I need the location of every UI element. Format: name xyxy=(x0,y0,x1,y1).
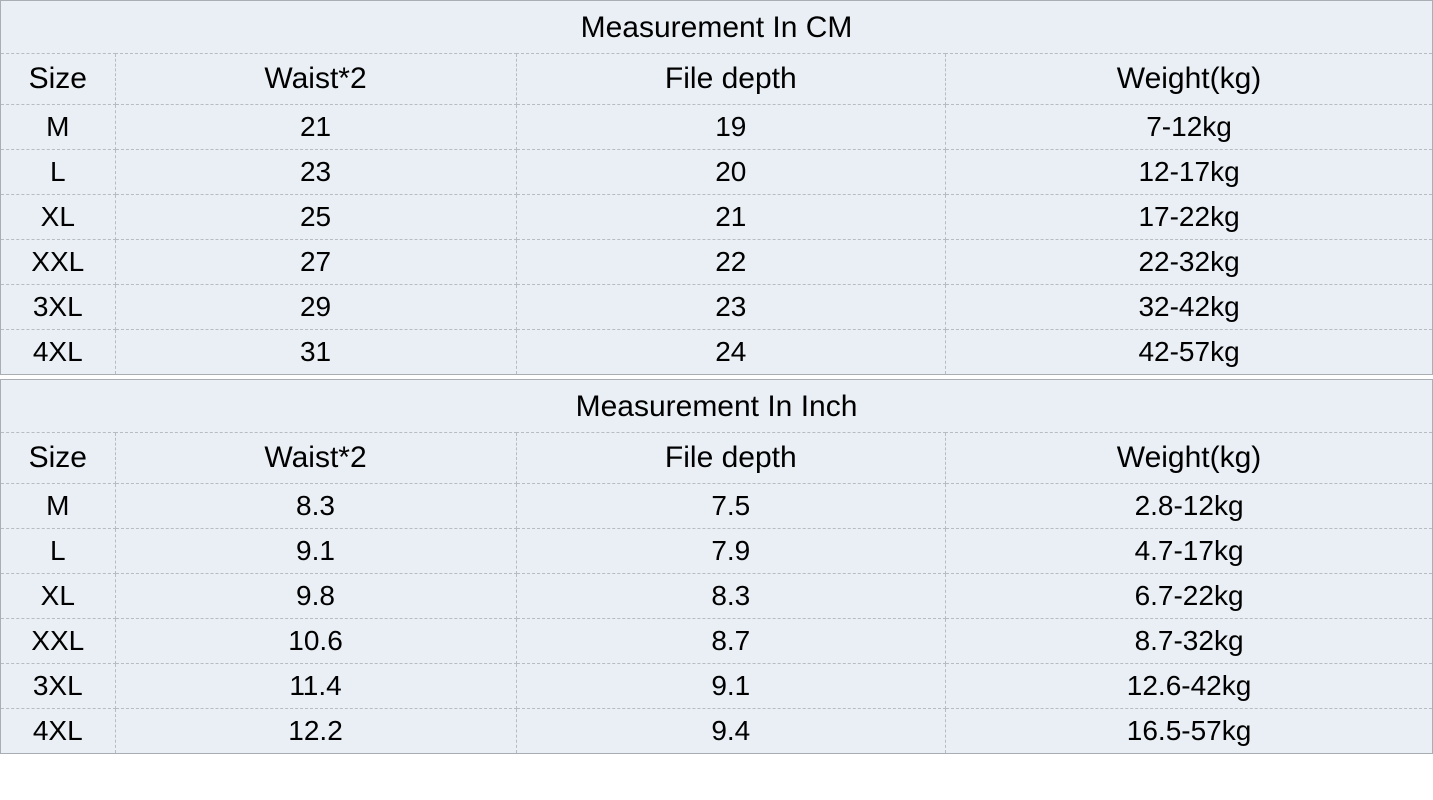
cell-depth: 23 xyxy=(516,285,946,330)
cell-depth: 7.9 xyxy=(516,529,946,574)
cell-size: 3XL xyxy=(1,285,116,330)
cell-waist: 25 xyxy=(115,195,516,240)
table-row: 4XL 31 24 42-57kg xyxy=(1,330,1433,375)
table-row: L 9.1 7.9 4.7-17kg xyxy=(1,529,1433,574)
measurement-table-inch: Measurement In Inch Size Waist*2 File de… xyxy=(0,379,1433,754)
cell-waist: 10.6 xyxy=(115,619,516,664)
cell-weight: 12.6-42kg xyxy=(946,664,1433,709)
table-row: 4XL 12.2 9.4 16.5-57kg xyxy=(1,709,1433,754)
cell-waist: 8.3 xyxy=(115,484,516,529)
cell-weight: 22-32kg xyxy=(946,240,1433,285)
cell-waist: 27 xyxy=(115,240,516,285)
cell-depth: 22 xyxy=(516,240,946,285)
table-row: XXL 10.6 8.7 8.7-32kg xyxy=(1,619,1433,664)
table-header-row: Size Waist*2 File depth Weight(kg) xyxy=(1,54,1433,105)
col-header-size: Size xyxy=(1,54,116,105)
col-header-weight: Weight(kg) xyxy=(946,54,1433,105)
cell-depth: 8.3 xyxy=(516,574,946,619)
cell-size: 4XL xyxy=(1,330,116,375)
cell-weight: 17-22kg xyxy=(946,195,1433,240)
cell-weight: 2.8-12kg xyxy=(946,484,1433,529)
cell-size: M xyxy=(1,484,116,529)
cell-weight: 42-57kg xyxy=(946,330,1433,375)
cell-waist: 29 xyxy=(115,285,516,330)
size-chart-container: Measurement In CM Size Waist*2 File dept… xyxy=(0,0,1433,754)
cell-depth: 19 xyxy=(516,105,946,150)
table-row: M 8.3 7.5 2.8-12kg xyxy=(1,484,1433,529)
table-row: 3XL 29 23 32-42kg xyxy=(1,285,1433,330)
cell-waist: 9.1 xyxy=(115,529,516,574)
col-header-weight: Weight(kg) xyxy=(946,433,1433,484)
cell-size: XXL xyxy=(1,240,116,285)
cell-depth: 7.5 xyxy=(516,484,946,529)
cell-depth: 20 xyxy=(516,150,946,195)
col-header-depth: File depth xyxy=(516,433,946,484)
table-title: Measurement In CM xyxy=(1,1,1433,54)
table-row: 3XL 11.4 9.1 12.6-42kg xyxy=(1,664,1433,709)
col-header-waist: Waist*2 xyxy=(115,54,516,105)
cell-size: XL xyxy=(1,574,116,619)
cell-depth: 9.1 xyxy=(516,664,946,709)
cell-depth: 8.7 xyxy=(516,619,946,664)
table-row: XXL 27 22 22-32kg xyxy=(1,240,1433,285)
table-row: L 23 20 12-17kg xyxy=(1,150,1433,195)
cell-waist: 23 xyxy=(115,150,516,195)
col-header-waist: Waist*2 xyxy=(115,433,516,484)
cell-size: M xyxy=(1,105,116,150)
table-title-row: Measurement In CM xyxy=(1,1,1433,54)
cell-size: 3XL xyxy=(1,664,116,709)
cell-weight: 7-12kg xyxy=(946,105,1433,150)
cell-waist: 21 xyxy=(115,105,516,150)
cell-depth: 24 xyxy=(516,330,946,375)
cell-size: XL xyxy=(1,195,116,240)
cell-weight: 6.7-22kg xyxy=(946,574,1433,619)
cell-depth: 21 xyxy=(516,195,946,240)
cell-waist: 9.8 xyxy=(115,574,516,619)
cell-size: XXL xyxy=(1,619,116,664)
table-title: Measurement In Inch xyxy=(1,380,1433,433)
measurement-table-cm: Measurement In CM Size Waist*2 File dept… xyxy=(0,0,1433,375)
cell-size: L xyxy=(1,529,116,574)
table-title-row: Measurement In Inch xyxy=(1,380,1433,433)
cell-weight: 4.7-17kg xyxy=(946,529,1433,574)
cell-depth: 9.4 xyxy=(516,709,946,754)
cell-weight: 8.7-32kg xyxy=(946,619,1433,664)
cell-weight: 12-17kg xyxy=(946,150,1433,195)
col-header-size: Size xyxy=(1,433,116,484)
cell-size: L xyxy=(1,150,116,195)
cell-size: 4XL xyxy=(1,709,116,754)
table-row: XL 9.8 8.3 6.7-22kg xyxy=(1,574,1433,619)
table-header-row: Size Waist*2 File depth Weight(kg) xyxy=(1,433,1433,484)
cell-waist: 31 xyxy=(115,330,516,375)
cell-weight: 32-42kg xyxy=(946,285,1433,330)
table-row: XL 25 21 17-22kg xyxy=(1,195,1433,240)
table-row: M 21 19 7-12kg xyxy=(1,105,1433,150)
col-header-depth: File depth xyxy=(516,54,946,105)
cell-waist: 11.4 xyxy=(115,664,516,709)
cell-weight: 16.5-57kg xyxy=(946,709,1433,754)
cell-waist: 12.2 xyxy=(115,709,516,754)
